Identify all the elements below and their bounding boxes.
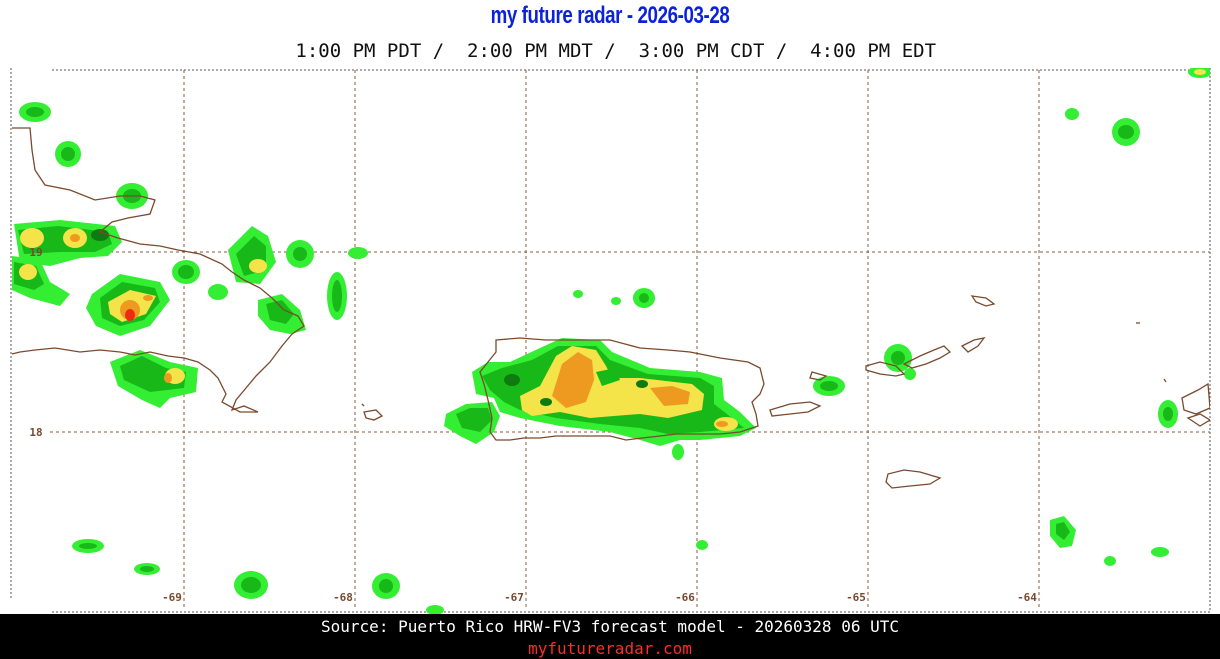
longitude-label: -65: [846, 591, 866, 604]
map-frame: [10, 68, 1212, 613]
rain-cell: [327, 272, 347, 320]
site-link[interactable]: myfutureradar.com: [528, 639, 692, 658]
hispaniola-coast: [11, 127, 305, 413]
rain-cell: [12, 256, 70, 306]
rain-cell: [1104, 556, 1116, 566]
anegada-coast: [970, 295, 996, 307]
rain-cell: [134, 563, 160, 575]
mona-coast: [363, 409, 384, 421]
virgin-islands-coast: [902, 345, 952, 369]
st-croix-coast: [885, 469, 942, 489]
rain-cell: [1151, 547, 1169, 557]
longitude-label: -69: [162, 591, 182, 604]
longitude-label: -64: [1017, 591, 1037, 604]
rain-cell: [1158, 400, 1178, 428]
rain-cell: [286, 240, 314, 268]
latitude-label: 19: [29, 246, 42, 259]
rain-cell: [1065, 108, 1079, 120]
rain-cell: [611, 297, 621, 305]
virgin-islands-coast: [960, 337, 986, 353]
coastlines: [11, 127, 1210, 489]
rain-cell: [258, 294, 306, 334]
rain-cell: [372, 573, 400, 599]
rain-cell: [348, 247, 368, 259]
rain-cell: [1112, 118, 1140, 146]
rain-cell: [696, 540, 708, 550]
rain-cell: [1188, 68, 1210, 78]
rain-cell: [633, 288, 655, 308]
rain-cell: [444, 402, 500, 444]
longitude-label: -67: [504, 591, 524, 604]
rain-cell: [172, 260, 200, 284]
rain-cell: [672, 444, 684, 460]
footer-bar: Source: Puerto Rico HRW-FV3 forecast mod…: [0, 614, 1220, 659]
rain-cell: [110, 350, 198, 408]
rain-cell: [426, 605, 444, 614]
source-credit: Source: Puerto Rico HRW-FV3 forecast mod…: [321, 617, 899, 636]
rain-cell: [55, 141, 81, 167]
rain-cell: [208, 226, 276, 300]
rain-cell: [1050, 516, 1076, 548]
puerto-rico-coast: [479, 337, 765, 441]
rain-cell: [234, 571, 268, 599]
st-martin-coast: [1181, 382, 1210, 415]
virgin-islands-coast: [865, 361, 906, 377]
rain-cell: [472, 338, 756, 446]
graticule: [50, 70, 1210, 610]
rain-cell: [86, 274, 170, 336]
culebra-coast: [809, 371, 828, 381]
rain-cell: [72, 539, 104, 553]
islet: [1186, 413, 1210, 427]
rain-cell: [19, 102, 51, 122]
rain-cell: [813, 376, 845, 396]
rain-cell: [573, 290, 583, 298]
precipitation-layer: [12, 68, 1210, 614]
time-zones-line: 1:00 PM PDT / 2:00 PM MDT / 3:00 PM CDT …: [283, 40, 937, 62]
rain-cell: [14, 220, 122, 266]
latitude-label: 18: [29, 426, 42, 439]
longitude-label: -68: [333, 591, 353, 604]
vieques-coast: [769, 401, 822, 417]
longitude-label: -66: [675, 591, 695, 604]
page-title: my future radar - 2026-03-28: [490, 2, 730, 29]
radar-map: -69 -68 -67 -66 -65 -64 19 18: [10, 68, 1212, 614]
